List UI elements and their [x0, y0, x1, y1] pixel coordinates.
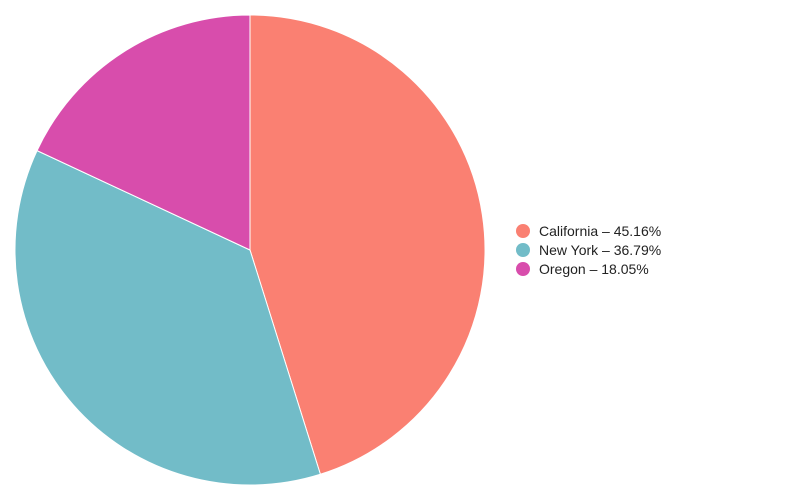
pie-slices	[14, 14, 486, 486]
legend-swatch	[516, 243, 530, 257]
pie-slice-oregon[interactable]	[36, 14, 251, 251]
legend-label: New York – 36.79%	[539, 242, 661, 258]
legend: California – 45.16% New York – 36.79% Oreg…	[516, 223, 661, 277]
legend-item-new-york[interactable]: New York – 36.79%	[516, 242, 661, 258]
legend-label: California – 45.16%	[539, 223, 661, 239]
legend-label: Oregon – 18.05%	[539, 261, 649, 277]
pie-slice-new-york[interactable]	[14, 149, 321, 486]
legend-item-oregon[interactable]: Oregon – 18.05%	[516, 261, 649, 277]
pie-slice-california[interactable]	[249, 14, 486, 475]
legend-swatch	[516, 224, 530, 238]
legend-item-california[interactable]: California – 45.16%	[516, 223, 661, 239]
legend-swatch	[516, 262, 530, 276]
